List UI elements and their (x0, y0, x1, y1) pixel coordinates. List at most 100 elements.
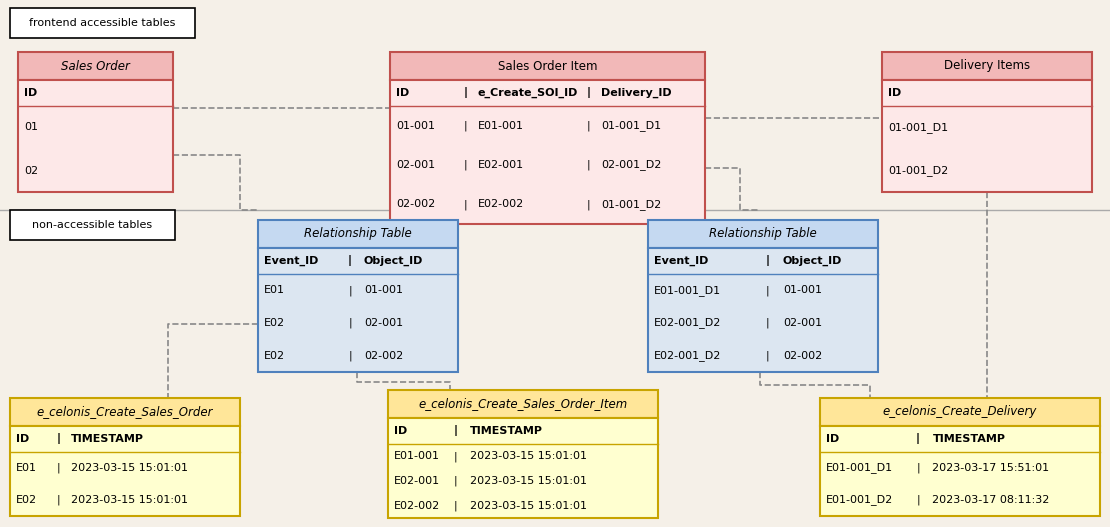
Text: |: | (454, 451, 457, 462)
Bar (258, 220, 458, 248)
Text: 01-001_D1: 01-001_D1 (888, 122, 948, 133)
Text: |: | (766, 285, 769, 296)
Text: |: | (586, 87, 591, 99)
Text: |: | (57, 463, 60, 473)
Text: |: | (464, 199, 467, 210)
Text: Relationship Table: Relationship Table (304, 228, 412, 240)
Text: E01: E01 (264, 285, 285, 295)
Text: E01-001_D1: E01-001_D1 (654, 285, 722, 296)
Text: 02-001_D2: 02-001_D2 (601, 160, 662, 170)
Text: 2023-03-17 15:51:01: 2023-03-17 15:51:01 (932, 463, 1050, 473)
Text: |: | (349, 318, 352, 328)
Text: |: | (916, 434, 920, 444)
Text: 01-001: 01-001 (364, 285, 403, 295)
Text: E01-001: E01-001 (478, 121, 524, 131)
Text: 02: 02 (24, 165, 38, 175)
Text: E02-001_D2: E02-001_D2 (654, 350, 722, 361)
Text: ID: ID (826, 434, 839, 444)
Text: frontend accessible tables: frontend accessible tables (29, 18, 175, 28)
Text: |: | (587, 120, 591, 131)
Bar (10, 8, 195, 38)
Text: 01-001: 01-001 (396, 121, 435, 131)
Text: 01-001_D2: 01-001_D2 (601, 199, 660, 210)
Text: Object_ID: Object_ID (364, 256, 423, 266)
Text: 02-002: 02-002 (396, 199, 435, 209)
Text: |: | (349, 350, 352, 361)
Text: 01: 01 (24, 122, 38, 132)
Text: TIMESTAMP: TIMESTAMP (71, 434, 144, 444)
Text: E02-001: E02-001 (394, 476, 441, 486)
Bar (390, 80, 705, 224)
Text: non-accessible tables: non-accessible tables (32, 220, 152, 230)
Text: Event_ID: Event_ID (654, 256, 708, 266)
Text: E02: E02 (264, 350, 285, 360)
Text: e_celonis_Create_Delivery: e_celonis_Create_Delivery (882, 405, 1037, 418)
Bar (18, 80, 173, 192)
Text: ID: ID (394, 426, 407, 436)
Text: ID: ID (24, 88, 38, 98)
Text: 02-001: 02-001 (396, 160, 435, 170)
Text: |: | (454, 501, 457, 511)
Bar (882, 80, 1092, 192)
Text: 2023-03-15 15:01:01: 2023-03-15 15:01:01 (470, 476, 586, 486)
Text: E01-001_D1: E01-001_D1 (826, 463, 894, 473)
Text: ID: ID (888, 88, 901, 98)
Text: |: | (916, 463, 920, 473)
Text: |: | (57, 495, 60, 505)
Text: 2023-03-17 08:11:32: 2023-03-17 08:11:32 (932, 495, 1050, 505)
Bar (18, 52, 173, 80)
Text: E01-001_D2: E01-001_D2 (826, 494, 894, 505)
Text: |: | (454, 476, 457, 486)
Text: e_Create_SOI_ID: e_Create_SOI_ID (478, 88, 578, 98)
Text: Object_ID: Object_ID (783, 256, 842, 266)
Text: Relationship Table: Relationship Table (709, 228, 817, 240)
Text: Delivery Items: Delivery Items (944, 60, 1030, 73)
Text: |: | (916, 495, 920, 505)
Text: E02: E02 (264, 318, 285, 328)
Bar (390, 52, 705, 80)
Text: 2023-03-15 15:01:01: 2023-03-15 15:01:01 (470, 501, 586, 511)
Text: 02-002: 02-002 (783, 350, 823, 360)
Bar (648, 220, 878, 248)
Text: 02-001: 02-001 (364, 318, 403, 328)
Bar (10, 398, 240, 426)
Text: e_celonis_Create_Sales_Order: e_celonis_Create_Sales_Order (37, 405, 213, 418)
Text: e_celonis_Create_Sales_Order_Item: e_celonis_Create_Sales_Order_Item (418, 397, 627, 411)
Bar (882, 52, 1092, 80)
Text: ID: ID (396, 88, 410, 98)
Text: |: | (454, 425, 457, 436)
Text: E02-001_D2: E02-001_D2 (654, 318, 722, 328)
Bar (10, 426, 240, 516)
Bar (820, 426, 1100, 516)
Text: |: | (766, 256, 769, 267)
Text: E01: E01 (16, 463, 37, 473)
Bar (388, 390, 658, 418)
Text: Event_ID: Event_ID (264, 256, 319, 266)
Text: TIMESTAMP: TIMESTAMP (470, 426, 543, 436)
Text: |: | (766, 318, 769, 328)
Text: |: | (587, 199, 591, 210)
Text: 02-001: 02-001 (783, 318, 821, 328)
Text: 01-001: 01-001 (783, 285, 821, 295)
Text: |: | (464, 160, 467, 170)
Text: 2023-03-15 15:01:01: 2023-03-15 15:01:01 (71, 495, 189, 505)
Text: 2023-03-15 15:01:01: 2023-03-15 15:01:01 (470, 451, 586, 461)
Bar (388, 418, 658, 518)
Text: E02-002: E02-002 (394, 501, 441, 511)
Text: E02: E02 (16, 495, 37, 505)
Text: |: | (464, 120, 467, 131)
Text: |: | (766, 350, 769, 361)
Bar (648, 248, 878, 372)
Text: E02-002: E02-002 (478, 199, 524, 209)
Text: E01-001: E01-001 (394, 451, 440, 461)
Text: Sales Order Item: Sales Order Item (497, 60, 597, 73)
Text: |: | (464, 87, 467, 99)
Text: ID: ID (16, 434, 29, 444)
Text: 2023-03-15 15:01:01: 2023-03-15 15:01:01 (71, 463, 189, 473)
Text: Delivery_ID: Delivery_ID (601, 88, 672, 98)
Bar (10, 210, 175, 240)
Text: 01-001_D2: 01-001_D2 (888, 165, 948, 176)
Text: |: | (349, 256, 352, 267)
Text: E02-001: E02-001 (478, 160, 524, 170)
Text: |: | (587, 160, 591, 170)
